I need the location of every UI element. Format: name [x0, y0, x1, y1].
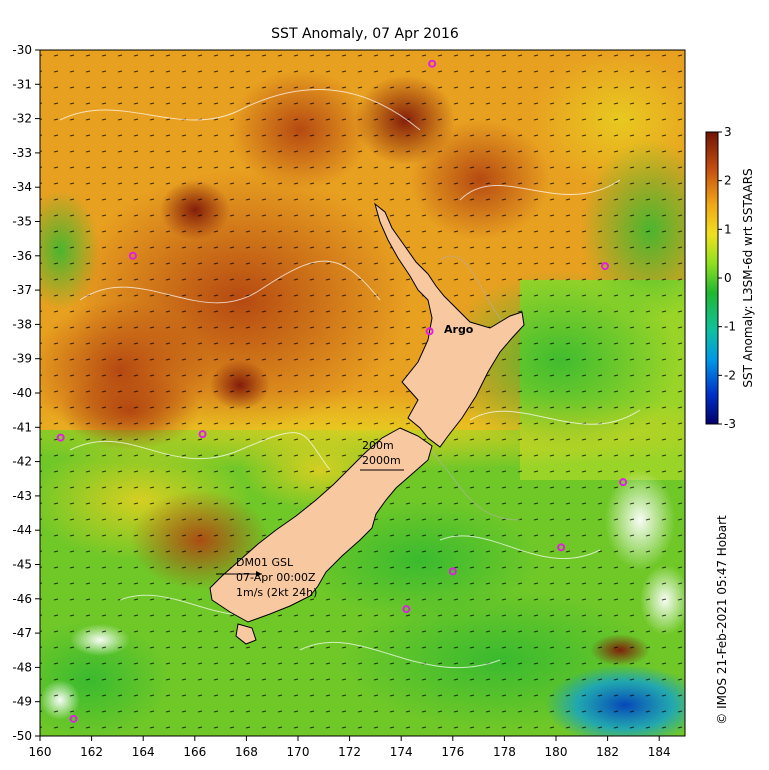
y-tick-label: -30 [12, 43, 32, 57]
sst-field [40, 50, 685, 736]
north-island [374, 202, 525, 448]
colorbar-tick-label: 3 [724, 125, 732, 139]
colorbar-tick-label: -2 [724, 368, 736, 382]
y-tick-label: -45 [12, 558, 32, 572]
argo-float-marker [448, 567, 457, 576]
argo-float-marker [128, 251, 137, 260]
y-tick-label: -43 [12, 489, 32, 503]
y-tick-label: -34 [12, 180, 32, 194]
argo-float-markers [56, 59, 628, 723]
colorbar-label: SST Anomaly: L3SM-6d wrt SSTAARS [741, 168, 755, 387]
colorbar: 3 2 1 0 -1 -2 -3 SST Anomaly: L3SM-6d wrt SSTA… [705, 125, 755, 431]
y-axis: -30 -31 -32 -33 -34 -35 -36 -37 -38 -39 -40 -41 -42 -… [12, 43, 40, 743]
y-tick-label: -49 [12, 695, 32, 709]
scale-label: 1m/s (2kt 24h) [236, 586, 317, 599]
y-tick-label: -47 [12, 626, 32, 640]
x-tick-label: 174 [390, 745, 413, 759]
credit-text: © IMOS 21-Feb-2021 05:47 Hobart [715, 515, 729, 725]
argo-float-marker [198, 430, 207, 439]
x-tick-label: 166 [183, 745, 206, 759]
colorbar-tick-label: 0 [724, 271, 732, 285]
y-tick-label: -39 [12, 352, 32, 366]
argo-float-marker [402, 605, 411, 614]
y-tick-label: -46 [12, 592, 32, 606]
y-tick-label: -32 [12, 112, 32, 126]
x-tick-label: 180 [545, 745, 568, 759]
x-tick-label: 172 [338, 745, 361, 759]
isobath-2000-label: 2000m [362, 454, 401, 467]
south-island [209, 427, 433, 623]
argo-float-marker [425, 327, 434, 336]
x-axis: 160 162 164 166 168 170 172 174 176 178 180 182 184 [29, 736, 671, 759]
colorbar-tick-label: 2 [724, 174, 732, 188]
isobath-200-label: 200m [362, 439, 394, 452]
y-tick-label: -36 [12, 249, 32, 263]
y-tick-label: -31 [12, 77, 32, 91]
argo-float-marker [619, 478, 628, 487]
scale-arrow-icon [216, 571, 262, 577]
timestamp-label: 07-Apr 00:00Z [236, 571, 316, 584]
x-tick-label: 160 [29, 745, 52, 759]
station-name-label: DM01 GSL [236, 556, 294, 569]
y-tick-label: -40 [12, 386, 32, 400]
colorbar-tick-label: -1 [724, 320, 736, 334]
argo-float-marker [601, 262, 610, 271]
y-tick-label: -38 [12, 317, 32, 331]
argo-float-marker [69, 714, 78, 723]
new-zealand-land [209, 202, 525, 645]
colorbar-ticks: 3 2 1 0 -1 -2 -3 [718, 125, 736, 431]
y-tick-label: -50 [12, 729, 32, 743]
argo-float-marker [557, 543, 566, 552]
stewart-island [235, 623, 257, 645]
y-tick-label: -41 [12, 420, 32, 434]
y-tick-label: -37 [12, 283, 32, 297]
y-tick-label: -35 [12, 215, 32, 229]
x-tick-label: 168 [235, 745, 258, 759]
x-tick-label: 178 [493, 745, 516, 759]
x-tick-label: 162 [80, 745, 103, 759]
map-title: SST Anomaly, 07 Apr 2016 [271, 26, 459, 42]
x-tick-label: 176 [441, 745, 464, 759]
argo-float-marker [428, 59, 437, 68]
colorbar-tick-label: 1 [724, 222, 732, 236]
y-tick-label: -33 [12, 146, 32, 160]
x-tick-label: 182 [596, 745, 619, 759]
y-tick-label: -44 [12, 523, 32, 537]
colorbar-ramp [705, 131, 719, 425]
x-tick-label: 170 [287, 745, 310, 759]
x-tick-label: 184 [648, 745, 671, 759]
colorbar-tick-label: -3 [724, 417, 736, 431]
argo-float-marker [56, 433, 65, 442]
x-tick-label: 164 [132, 745, 155, 759]
y-tick-label: -48 [12, 660, 32, 674]
y-tick-label: -42 [12, 455, 32, 469]
argo-label: Argo [444, 323, 474, 336]
